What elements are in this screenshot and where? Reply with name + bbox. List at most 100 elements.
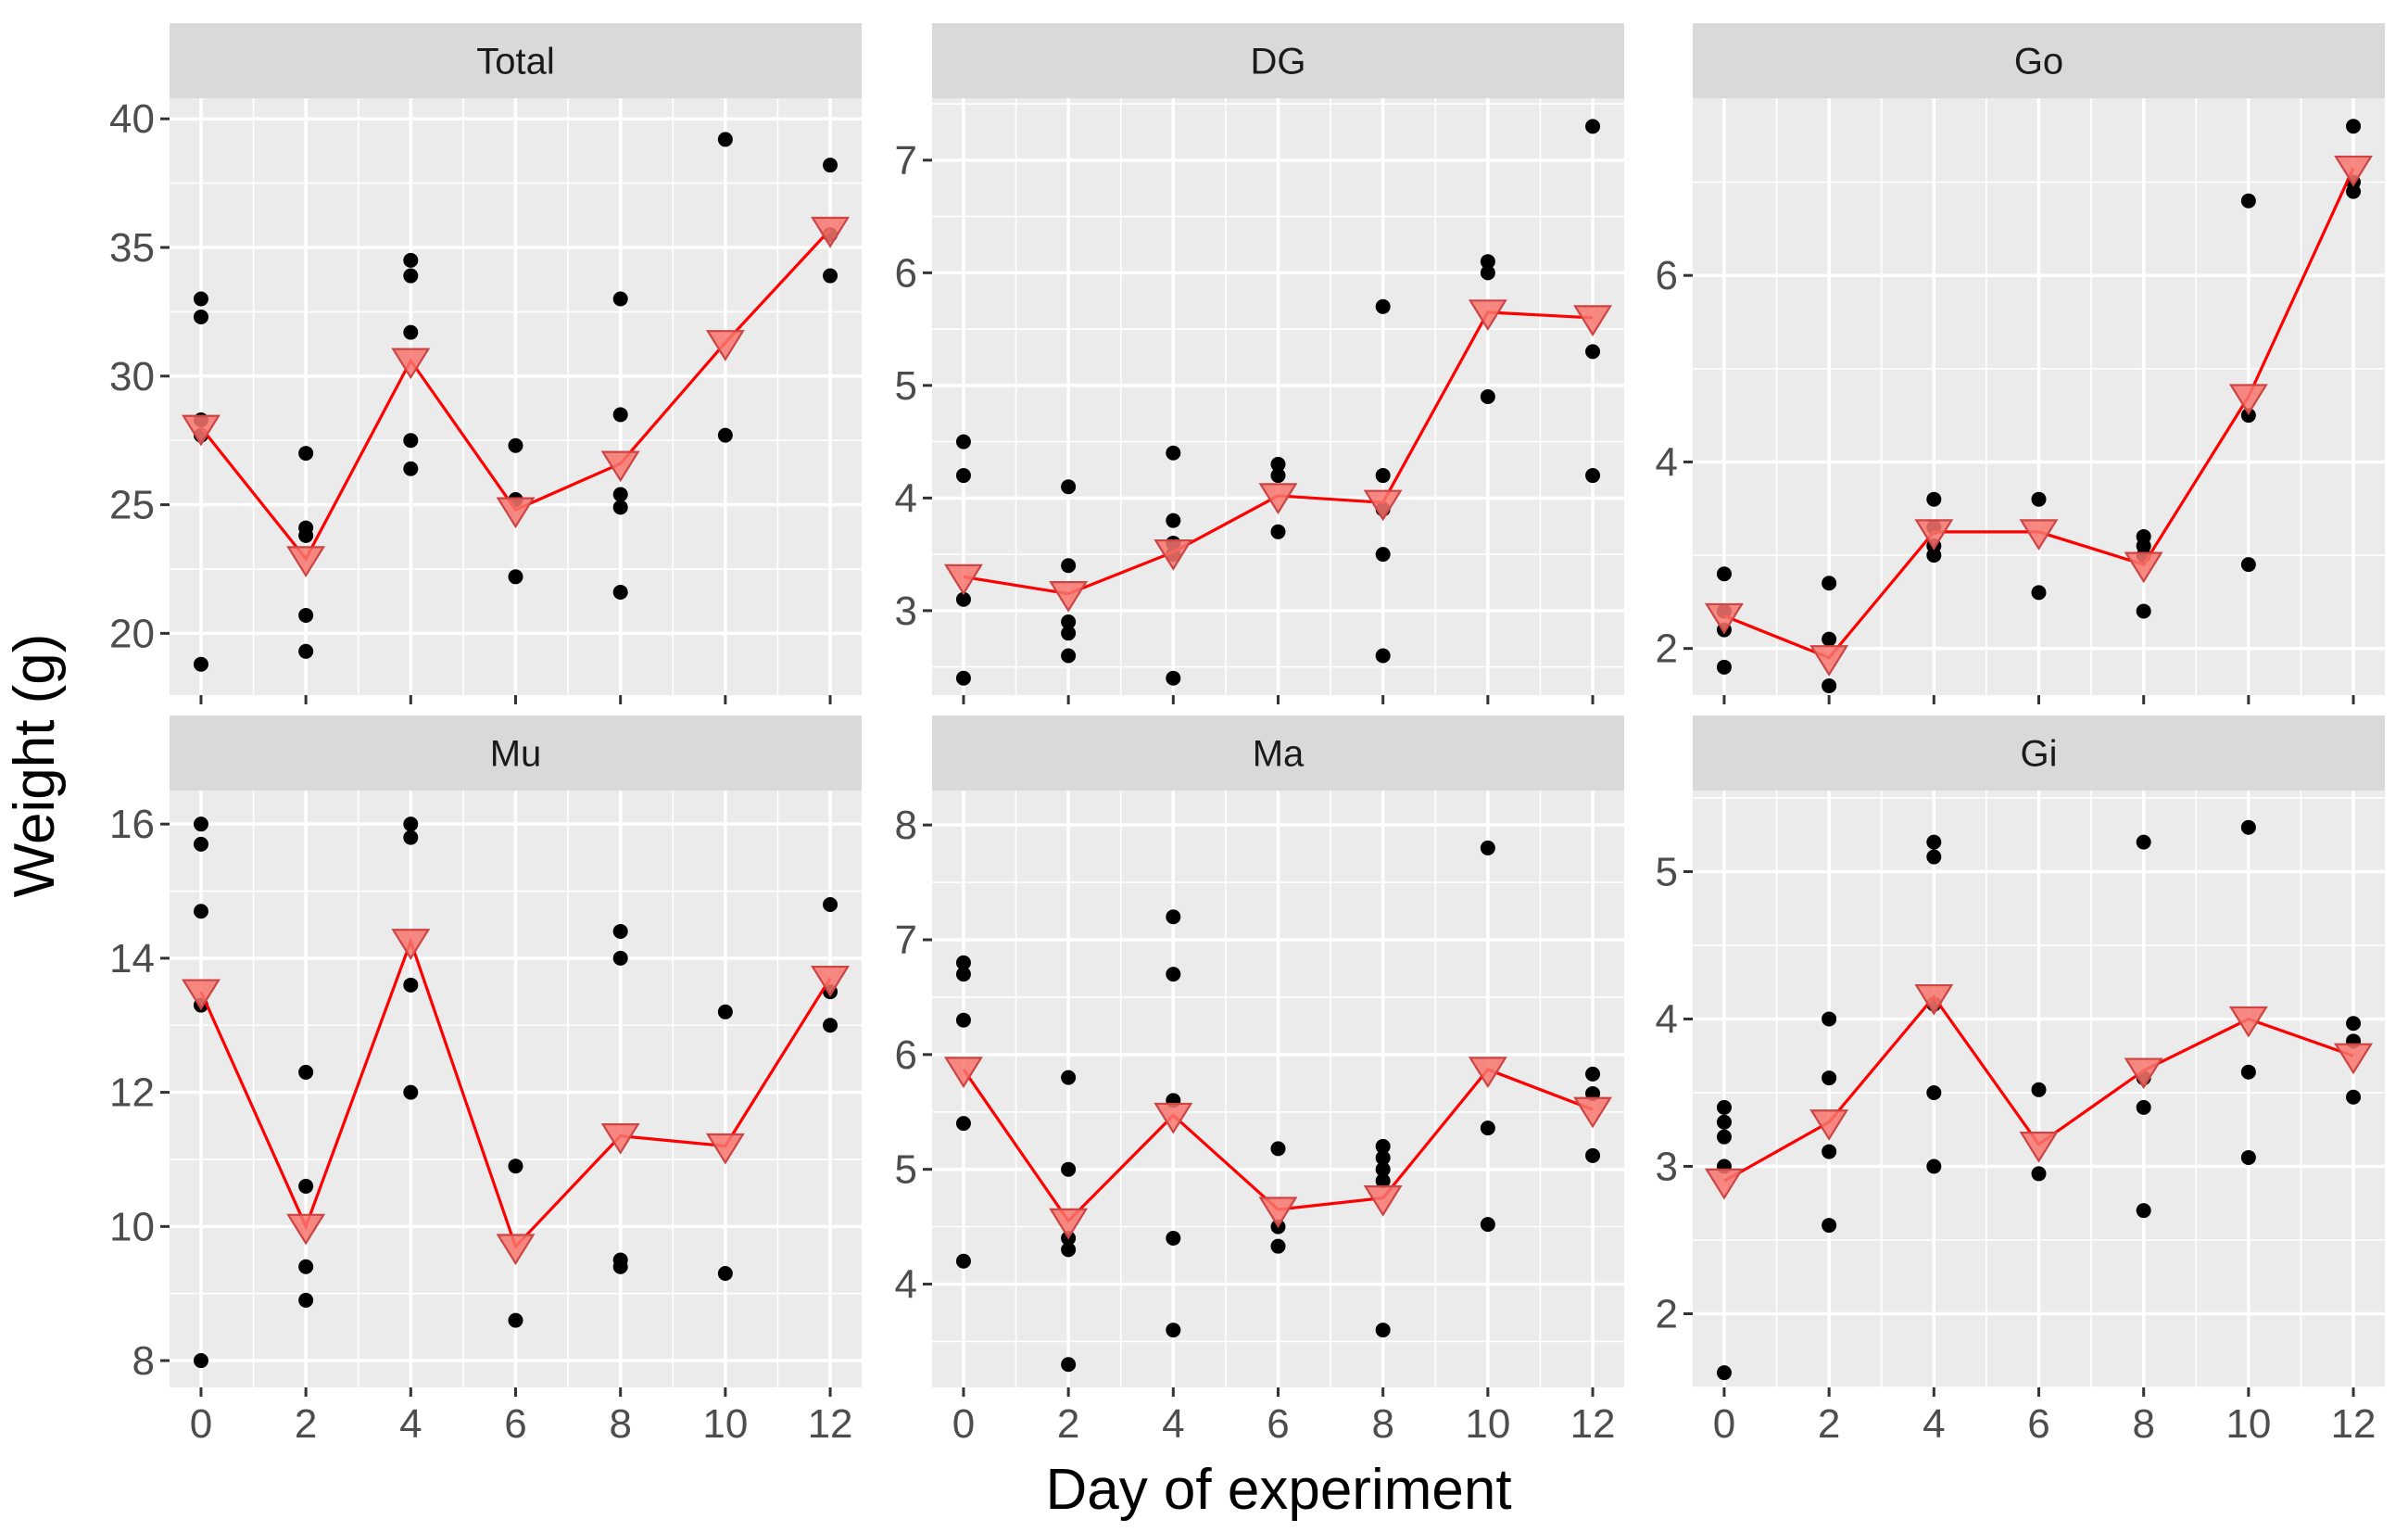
y-tick-label: 4 [1656, 439, 1678, 485]
data-point [955, 434, 971, 449]
strip-title-dg: DG [1251, 42, 1306, 82]
data-point [403, 268, 419, 284]
strip-title-total: Total [476, 42, 555, 82]
x-tick-label: 6 [2027, 1401, 2049, 1447]
y-tick-label: 16 [109, 802, 155, 847]
data-point [1061, 614, 1077, 630]
y-tick-label: 10 [109, 1204, 155, 1249]
strip-total [170, 23, 862, 98]
data-point [193, 309, 208, 324]
y-tick-label: 30 [109, 354, 155, 399]
data-point [1822, 677, 1837, 693]
data-point [1061, 558, 1077, 574]
data-point [1375, 648, 1391, 664]
data-point [1166, 967, 1181, 982]
y-axis-title: Weight (g) [3, 634, 67, 898]
data-point [508, 437, 523, 453]
data-point [2346, 184, 2362, 199]
x-axis-title: Day of experiment [1045, 1458, 1511, 1522]
panel-mu: Mu 8 10 12 14 16 0 2 4 6 8 10 12 [109, 715, 862, 1447]
data-point [508, 1158, 523, 1174]
data-point [2031, 491, 2047, 507]
data-point [1166, 445, 1181, 461]
mean-marker [943, 1057, 983, 1089]
data-point [1166, 1323, 1181, 1338]
strip-mu [170, 715, 862, 791]
data-point [2240, 1064, 2256, 1080]
data-point [403, 433, 419, 449]
mean-marker [391, 929, 431, 960]
y-tick-label: 6 [895, 1032, 917, 1078]
y-tick-label: 14 [109, 936, 155, 981]
data-point [1375, 1323, 1391, 1338]
mean-marker [1573, 305, 1613, 337]
panel-total: Total2025303540024681012 [109, 23, 862, 754]
data-point [612, 500, 628, 515]
mean-marker [600, 1123, 640, 1155]
mean-marker [1914, 983, 1954, 1016]
data-point [1480, 1121, 1495, 1136]
y-tick-label: 6 [895, 250, 917, 296]
strip-title-go: Go [2014, 42, 2063, 82]
data-point [612, 291, 628, 307]
data-point [1375, 1161, 1391, 1177]
data-point [403, 461, 419, 476]
mean-marker [811, 965, 851, 997]
data-point [403, 324, 419, 340]
data-point [403, 252, 419, 268]
panels-layer: Total2025303540024681012DG34567024681012… [109, 23, 2385, 1447]
mean-marker [2019, 1131, 2059, 1163]
data-point [403, 1084, 419, 1100]
data-point [612, 923, 628, 939]
x-tick-label: 0 [952, 1401, 975, 1447]
mean-marker [1363, 1185, 1403, 1217]
data-point [1061, 626, 1077, 641]
data-point [508, 569, 523, 585]
mean-marker [1049, 580, 1089, 613]
strip-dg [932, 23, 1624, 98]
data-point [955, 1253, 971, 1269]
data-point [508, 1312, 523, 1328]
mean-marker [391, 348, 431, 380]
data-point [193, 817, 208, 832]
mean-marker [2334, 155, 2374, 187]
x-tick-label: 8 [2132, 1401, 2154, 1447]
data-point [955, 468, 971, 484]
data-point [1061, 479, 1077, 495]
data-point [955, 1116, 971, 1132]
x-tick-label: 4 [1923, 1401, 1945, 1447]
data-point [612, 487, 628, 502]
data-point [1822, 576, 1837, 591]
data-point [298, 643, 314, 659]
mean-marker [600, 450, 640, 483]
data-point [1270, 1238, 1286, 1254]
x-tick-label: 4 [399, 1401, 422, 1447]
data-point [1270, 524, 1286, 539]
data-point [1926, 1084, 1942, 1100]
mean-marker [943, 563, 983, 596]
data-point [1716, 1365, 1732, 1381]
data-point [1061, 1161, 1077, 1177]
data-point [403, 817, 419, 832]
x-tick-label: 2 [1057, 1401, 1079, 1447]
mean-marker [496, 497, 536, 529]
data-point [2240, 557, 2256, 573]
data-point [2346, 1016, 2362, 1032]
y-tick-label: 7 [895, 918, 917, 963]
mean-marker [1468, 299, 1507, 332]
panel-dg: DG34567024681012 [895, 23, 1624, 754]
mean-marker [286, 1213, 326, 1246]
mean-marker [705, 1133, 745, 1165]
mean-marker [1154, 1102, 1193, 1134]
y-tick-label: 12 [109, 1070, 155, 1116]
mean-marker [2124, 551, 2163, 584]
y-tick-label: 20 [109, 611, 155, 656]
data-point [193, 656, 208, 672]
data-point [2031, 1082, 2047, 1097]
data-point [1716, 1099, 1732, 1115]
data-point [403, 829, 419, 845]
data-point [1061, 1357, 1077, 1373]
mean-marker [1154, 539, 1193, 571]
y-tick-label: 5 [1656, 849, 1678, 894]
